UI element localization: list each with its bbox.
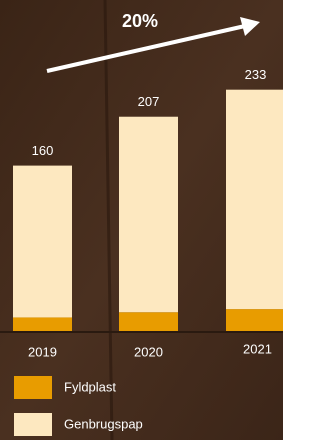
bar-segment <box>119 117 178 313</box>
bar-segment <box>13 166 72 318</box>
x-tick-label: 2019 <box>28 344 57 359</box>
chart: 20% 160 2019 207 2020 233 2021 Fyldplast Genbru… <box>0 0 283 440</box>
x-tick-label: 2021 <box>243 341 272 356</box>
legend-swatch <box>14 413 52 436</box>
total-label: 207 <box>138 94 160 109</box>
x-tick-label: 2020 <box>134 344 163 359</box>
legend-label: Genbrugspap <box>64 416 143 431</box>
legend-label: Fyldplast <box>64 379 116 394</box>
bar-segment <box>226 90 283 309</box>
bar-segment <box>119 312 178 332</box>
legend-swatch <box>14 376 52 399</box>
bar-segment <box>226 309 283 332</box>
bar-segment <box>13 317 72 332</box>
total-label: 233 <box>245 67 267 82</box>
total-label: 160 <box>32 143 54 158</box>
page: 20% 160 2019 207 2020 233 2021 Fyldplast Genbru… <box>0 0 283 440</box>
annotation: 20% <box>122 11 158 31</box>
